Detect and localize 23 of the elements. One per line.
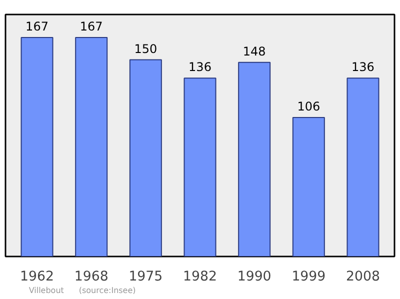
x-tick-label: 1999 [292,270,326,284]
data-label: 167 [80,19,103,34]
bar [184,78,216,256]
data-label: 106 [297,99,320,114]
x-tick-label: 1982 [183,270,217,284]
data-label: 150 [134,42,158,56]
data-label: 167 [26,19,48,34]
bar [75,36,108,256]
text: (source:Insee) [78,286,136,295]
data-label: 136 [188,60,212,74]
data-label: 136 [352,60,374,74]
x-tick-label: 2008 [346,270,380,284]
x-tick-label: 1975 [128,270,163,284]
bar [129,59,162,256]
bar [292,116,325,256]
data-label: 148 [242,44,266,58]
text: Villebout [28,286,64,295]
bar [20,36,54,256]
x-tick-label: 1962 [20,270,54,284]
bar [346,78,380,256]
x-tick-label: 1968 [74,270,108,284]
bar [238,62,271,256]
x-tick-label: 1990 [237,270,272,284]
